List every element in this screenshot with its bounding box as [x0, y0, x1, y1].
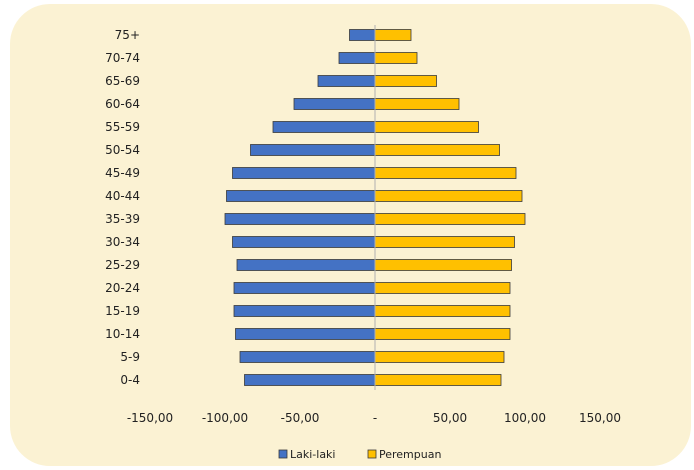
bar-laki-laki	[250, 144, 376, 156]
bar-perempuan	[374, 374, 502, 386]
bar-perempuan	[374, 167, 517, 179]
bar-perempuan	[374, 98, 460, 110]
category-label: 45-49	[105, 166, 140, 180]
bar-perempuan	[374, 75, 437, 87]
category-label: 55-59	[105, 120, 140, 134]
bar-laki-laki	[226, 190, 376, 202]
category-label: 5-9	[120, 350, 140, 364]
legend-label: Perempuan	[379, 448, 441, 461]
legend-label: Laki-laki	[290, 448, 336, 461]
bar-laki-laki	[338, 52, 376, 64]
category-label: 70-74	[105, 51, 140, 65]
category-label: 40-44	[105, 189, 140, 203]
bar-perempuan	[374, 351, 505, 363]
bar-perempuan	[374, 259, 512, 271]
bar-perempuan	[374, 144, 500, 156]
bar-laki-laki	[349, 29, 376, 41]
x-tick-label: -150,00	[127, 411, 173, 425]
bar-perempuan	[374, 282, 511, 294]
bar-perempuan	[374, 190, 523, 202]
legend-swatch	[367, 449, 377, 459]
bar-perempuan	[374, 121, 479, 133]
bar-laki-laki	[293, 98, 376, 110]
x-tick-label: 100,00	[504, 411, 546, 425]
x-tick-label: -100,00	[202, 411, 248, 425]
category-label: 30-34	[105, 235, 140, 249]
category-label: 25-29	[105, 258, 140, 272]
bar-laki-laki	[317, 75, 376, 87]
category-label: 50-54	[105, 143, 140, 157]
bar-laki-laki	[236, 259, 376, 271]
legend-swatch	[278, 449, 288, 459]
bar-laki-laki	[232, 236, 376, 248]
bar-perempuan	[374, 213, 526, 225]
bar-laki-laki	[239, 351, 376, 363]
category-label: 35-39	[105, 212, 140, 226]
category-label: 60-64	[105, 97, 140, 111]
x-tick-label: -	[373, 411, 377, 425]
bar-laki-laki	[233, 305, 376, 317]
category-label: 20-24	[105, 281, 140, 295]
x-tick-label: -50,00	[281, 411, 320, 425]
bar-laki-laki	[233, 282, 376, 294]
bar-laki-laki	[235, 328, 376, 340]
category-label: 0-4	[120, 373, 140, 387]
category-label: 10-14	[105, 327, 140, 341]
x-tick-label: 50,00	[433, 411, 467, 425]
category-label: 15-19	[105, 304, 140, 318]
bar-perempuan	[374, 236, 515, 248]
bar-laki-laki	[224, 213, 376, 225]
x-tick-label: 150,00	[579, 411, 621, 425]
bar-perempuan	[374, 305, 511, 317]
bar-laki-laki	[272, 121, 376, 133]
bar-perempuan	[374, 52, 418, 64]
bar-laki-laki	[232, 167, 376, 179]
bar-laki-laki	[244, 374, 376, 386]
bar-perempuan	[374, 29, 412, 41]
bar-perempuan	[374, 328, 511, 340]
category-label: 75+	[115, 28, 140, 42]
category-label: 65-69	[105, 74, 140, 88]
